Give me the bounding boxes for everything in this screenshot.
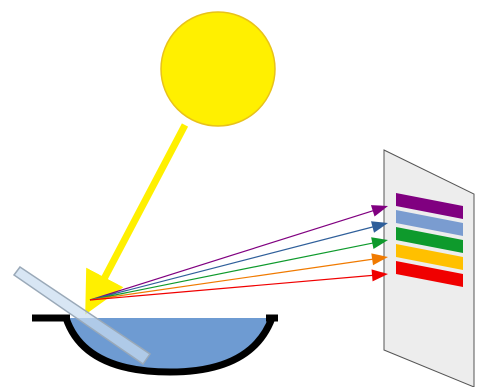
basin-outline [62, 316, 276, 376]
mirror [12, 265, 152, 366]
ray-arrowhead-violet [370, 205, 388, 217]
sunbeam-arrow [85, 123, 189, 315]
spectrum-band-blue [396, 210, 463, 236]
ray-violet [89, 209, 375, 301]
ray-arrowhead-red [371, 269, 388, 282]
ray-green [89, 242, 375, 301]
spectrum-bands [396, 193, 463, 287]
dispersed-rays [89, 205, 388, 301]
ray-arrowhead-green [371, 237, 388, 250]
spectrum-band-violet [396, 193, 463, 219]
spectrum-band-orange [396, 244, 463, 270]
ray-arrowhead-blue [371, 221, 388, 233]
spectrum-band-red [396, 261, 463, 287]
ray-orange [89, 258, 375, 301]
ray-blue [89, 226, 375, 301]
ray-arrowhead-orange [371, 253, 388, 266]
spectrum-band-green [396, 227, 463, 253]
ray-red [89, 274, 375, 301]
sun [160, 11, 276, 127]
